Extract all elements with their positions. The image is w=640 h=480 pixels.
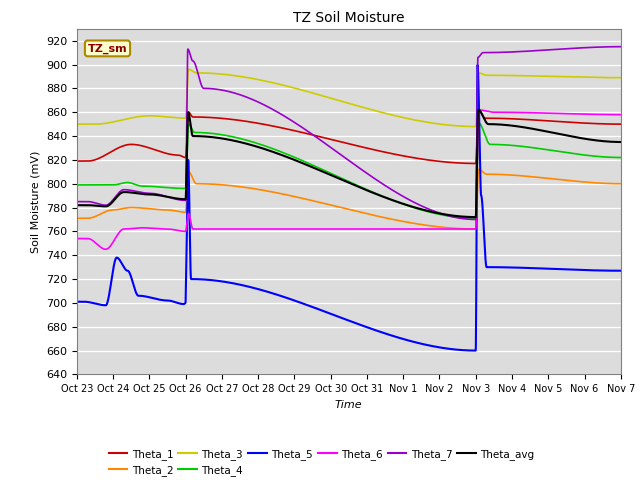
Title: TZ Soil Moisture: TZ Soil Moisture xyxy=(293,11,404,25)
X-axis label: Time: Time xyxy=(335,400,363,409)
Text: TZ_sm: TZ_sm xyxy=(88,43,127,54)
Y-axis label: Soil Moisture (mV): Soil Moisture (mV) xyxy=(30,150,40,253)
Legend: Theta_1, Theta_2, Theta_3, Theta_4, Theta_5, Theta_6, Theta_7, Theta_avg: Theta_1, Theta_2, Theta_3, Theta_4, Thet… xyxy=(104,444,539,480)
